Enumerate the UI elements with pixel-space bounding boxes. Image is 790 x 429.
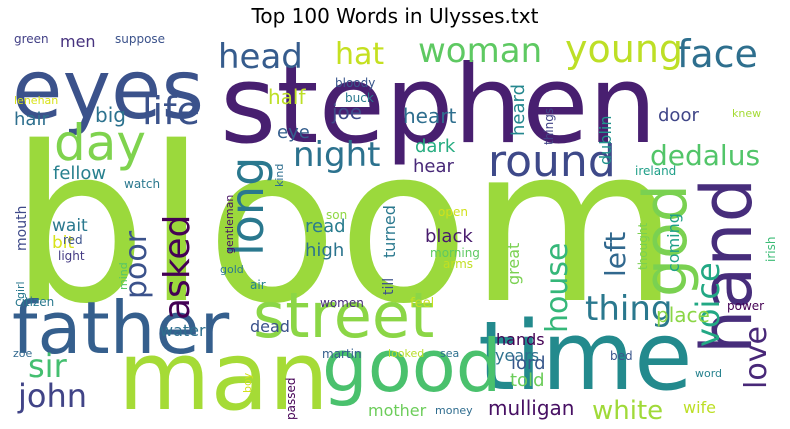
word-half: half <box>268 85 306 109</box>
word-son: son <box>326 208 348 222</box>
word-joe: joe <box>332 100 363 124</box>
word-martin: martin <box>322 347 362 361</box>
word-told: told <box>510 370 545 391</box>
word-man: man <box>118 322 329 424</box>
word-thought: thought <box>636 222 650 271</box>
word-mulligan: mulligan <box>488 396 575 420</box>
word-feel: feel <box>410 296 435 311</box>
word-white: white <box>592 396 664 423</box>
word-eyes: eyes <box>12 43 205 138</box>
word-open: open <box>438 205 468 219</box>
word-stephen: stephen <box>220 43 657 168</box>
word-young: young <box>565 30 684 71</box>
word-good: good <box>322 324 502 408</box>
word-bit: bit <box>52 233 75 253</box>
word-street: street <box>253 279 435 352</box>
word-gentleman: gentleman <box>223 195 236 255</box>
word-sir: sir <box>28 347 67 385</box>
word-kind: kind <box>273 163 286 188</box>
word-looked: looked <box>388 347 425 360</box>
word-hair: hair <box>14 109 49 130</box>
word-love: love <box>739 326 774 390</box>
word-wife: wife <box>683 398 717 417</box>
word-bloody: bloody <box>335 76 376 90</box>
word-knew: knew <box>732 107 762 120</box>
word-eye: eye <box>277 122 310 143</box>
word-black: black <box>425 226 473 247</box>
word-head: head <box>218 37 303 77</box>
word-hands: hands <box>496 330 545 349</box>
word-years: years <box>495 346 540 365</box>
word-door: door <box>658 105 699 126</box>
word-women: women <box>320 296 364 310</box>
word-arms: arms <box>443 257 474 271</box>
word-father: father <box>12 286 230 370</box>
word-face: face <box>677 32 758 76</box>
word-till: till <box>381 277 397 295</box>
word-big: big <box>95 103 126 127</box>
word-woman: woman <box>418 31 543 71</box>
word-money: money <box>435 404 473 417</box>
word-mother: mother <box>368 401 427 420</box>
word-lenehan: lenehan <box>14 94 59 107</box>
figure-title: Top 100 Words in Ulysses.txt <box>251 4 539 28</box>
word-morning: morning <box>430 246 480 260</box>
word-life: life <box>142 89 200 133</box>
word-day: day <box>54 114 146 172</box>
word-hat: hat <box>335 37 385 72</box>
word-lord: lord <box>511 353 546 374</box>
word-dead: dead <box>250 317 290 336</box>
word-left: left <box>599 232 632 278</box>
word-high: high <box>305 240 345 261</box>
word-dublin: dublin <box>596 115 615 165</box>
word-dark: dark <box>415 136 456 157</box>
word-fellow: fellow <box>53 163 107 184</box>
word-read: read <box>305 216 346 237</box>
word-bed: bed <box>610 349 633 363</box>
word-water: water <box>160 321 206 340</box>
word-word: word <box>695 367 723 380</box>
word-zoe: zoe <box>13 347 33 360</box>
word-ireland: ireland <box>635 164 677 178</box>
word-citizen: citizen <box>15 295 55 309</box>
word-night: night <box>293 135 381 175</box>
word-coming: coming <box>664 212 683 272</box>
word-asked: asked <box>157 214 198 320</box>
word-irish: irish <box>764 236 778 263</box>
word-mouth: mouth <box>14 205 30 252</box>
word-great: great <box>504 242 523 285</box>
word-red: red <box>63 233 83 247</box>
word-air: air <box>250 278 266 292</box>
word-mind: mind <box>117 262 130 291</box>
word-heard: heard <box>508 83 529 136</box>
word-power: power <box>727 299 765 313</box>
word-boy: boy <box>241 373 254 394</box>
word-green: green <box>14 32 49 46</box>
word-sea: sea <box>440 347 460 360</box>
word-buck: buck <box>345 91 374 105</box>
word-john: john <box>18 377 88 415</box>
word-passed: passed <box>284 377 298 420</box>
word-watch: watch <box>124 177 161 191</box>
word-hear: hear <box>413 156 454 177</box>
word-suppose: suppose <box>115 32 166 46</box>
word-heart: heart <box>403 104 457 128</box>
word-things: things <box>542 107 556 145</box>
word-place: place <box>656 303 710 327</box>
word-round: round <box>488 136 616 187</box>
word-time: time <box>478 302 693 412</box>
word-cloud: bloom stephen man time eyes father good street h… <box>10 30 780 423</box>
word-turned: turned <box>380 204 399 258</box>
word-gold: gold <box>220 263 244 276</box>
word-light: light <box>58 249 85 263</box>
word-thing: thing <box>585 289 673 329</box>
word-bloom: bloom <box>10 100 679 351</box>
word-dedalus: dedalus <box>650 139 761 172</box>
word-wait: wait <box>52 216 88 236</box>
word-men: men <box>60 32 96 51</box>
word-house: house <box>540 242 575 333</box>
